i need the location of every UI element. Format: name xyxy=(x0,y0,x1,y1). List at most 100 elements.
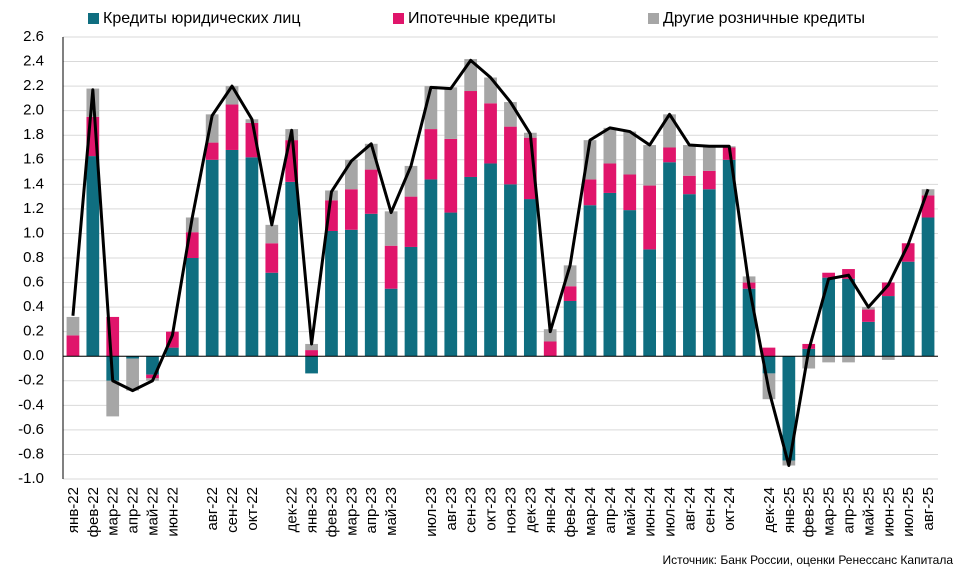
bar-segment xyxy=(881,282,895,297)
x-tick-label: апр-22 xyxy=(125,487,142,534)
bar-segment xyxy=(702,189,716,357)
bar-segment xyxy=(404,246,418,357)
x-tick-label: мар-25 xyxy=(821,487,838,536)
bar-segment xyxy=(225,104,239,150)
y-tick-label: 1.2 xyxy=(23,200,44,217)
y-tick-label: 0.6 xyxy=(23,274,44,291)
legend-label: Другие розничные кредиты xyxy=(663,10,865,27)
bar-segment xyxy=(583,179,597,206)
bar-segment xyxy=(404,196,418,247)
bar-segment xyxy=(384,288,398,357)
y-tick-label: 2.6 xyxy=(23,28,44,45)
legend-label: Ипотечные кредиты xyxy=(408,10,556,27)
bar-segment xyxy=(583,205,597,357)
y-tick-label: -0.4 xyxy=(18,396,44,413)
bar-segment xyxy=(225,149,239,357)
x-tick-label: сен-23 xyxy=(463,487,480,533)
bar-segment xyxy=(683,145,696,176)
x-tick-label: фев-25 xyxy=(801,487,818,537)
source: Источник: Банк России, оценки Ренессанс … xyxy=(662,553,953,567)
y-tick-label: -0.6 xyxy=(18,421,44,438)
legend-label: Кредиты юридических лиц xyxy=(103,10,300,27)
x-tick-label: фев-22 xyxy=(85,487,102,537)
bar-segment xyxy=(702,170,716,190)
bar-segment xyxy=(643,185,657,250)
x-tick-label: июл-24 xyxy=(662,487,679,537)
y-tick-label: 2.2 xyxy=(23,77,44,94)
bar-segment xyxy=(822,277,835,357)
bar-segment xyxy=(782,356,796,461)
x-tick-label: июл-23 xyxy=(423,487,440,537)
bar-segment xyxy=(464,176,478,357)
x-tick-label: дек-22 xyxy=(284,487,301,532)
bar-segment xyxy=(603,163,617,193)
y-tick-label: -0.8 xyxy=(18,445,44,462)
bar-segment xyxy=(623,210,637,357)
y-tick-label: 0.0 xyxy=(23,347,44,364)
bar-segment xyxy=(325,230,338,357)
bar-segment xyxy=(643,145,657,186)
bar-segment xyxy=(245,157,259,357)
x-tick-label: сен-22 xyxy=(224,487,241,533)
bar-segment xyxy=(603,127,617,164)
x-tick-label: май-23 xyxy=(383,487,400,536)
bar-segment xyxy=(563,286,577,301)
bar-segment xyxy=(504,126,517,185)
bar-segment xyxy=(384,211,398,246)
x-tick-label: авг-22 xyxy=(204,487,221,530)
x-tick-label: янв-22 xyxy=(65,487,82,533)
x-tick-label: июн-22 xyxy=(164,487,181,537)
x-tick-label: дек-24 xyxy=(761,487,778,532)
x-tick-label: мар-22 xyxy=(105,487,122,536)
x-tick-label: окт-24 xyxy=(721,487,738,531)
bar-segment xyxy=(623,131,637,175)
bar-segment xyxy=(205,159,219,357)
bar-segment xyxy=(822,356,835,363)
bar-segment xyxy=(126,356,139,359)
bar-segment xyxy=(842,278,855,357)
bar-segment xyxy=(424,129,438,180)
x-tick-label: янв-25 xyxy=(781,487,798,533)
x-tick-label: июл-25 xyxy=(900,487,917,537)
y-tick-label: 0.2 xyxy=(23,323,44,340)
bar-segment xyxy=(404,165,418,197)
x-tick-label: апр-24 xyxy=(602,487,619,534)
y-tick-label: 0.8 xyxy=(23,249,44,266)
x-tick-label: фев-24 xyxy=(562,487,579,537)
bar-segment xyxy=(265,224,279,244)
bar-segment xyxy=(523,199,537,357)
legend-swatch xyxy=(648,13,659,24)
bar-segment xyxy=(305,356,318,374)
bar-segment xyxy=(444,87,458,139)
x-tick-label: окт-22 xyxy=(244,487,261,531)
bar-segment xyxy=(921,217,935,357)
x-tick-label: мар-23 xyxy=(343,487,360,536)
bar-segment xyxy=(663,147,676,163)
x-tick-label: июн-24 xyxy=(642,487,659,537)
y-tick-label: -1.0 xyxy=(18,470,44,487)
x-tick-label: авг-23 xyxy=(443,487,460,530)
bar-segment xyxy=(862,309,875,322)
bar-segment xyxy=(543,341,557,357)
bar-segment xyxy=(702,146,716,171)
y-tick-label: 1.8 xyxy=(23,126,44,143)
bar-segment xyxy=(822,272,835,278)
y-tick-label: 2.4 xyxy=(23,53,44,70)
bar-segment xyxy=(126,358,139,391)
bar-segment xyxy=(484,103,497,164)
bar-segment xyxy=(66,316,80,336)
x-tick-label: июн-25 xyxy=(880,487,897,537)
bar-segment xyxy=(762,347,776,357)
x-tick-label: сен-24 xyxy=(701,487,718,533)
x-tick-label: май-25 xyxy=(860,487,877,536)
bar-segment xyxy=(384,245,398,289)
bar-segment xyxy=(464,91,478,177)
bar-segment xyxy=(364,213,378,357)
bar-segment xyxy=(265,272,279,357)
bar-segment xyxy=(86,156,100,357)
x-tick-label: янв-23 xyxy=(304,487,321,533)
x-tick-label: авг-24 xyxy=(681,487,698,530)
bar-segment xyxy=(623,174,637,211)
bar-segment xyxy=(742,288,756,357)
bar-segment xyxy=(66,335,80,357)
